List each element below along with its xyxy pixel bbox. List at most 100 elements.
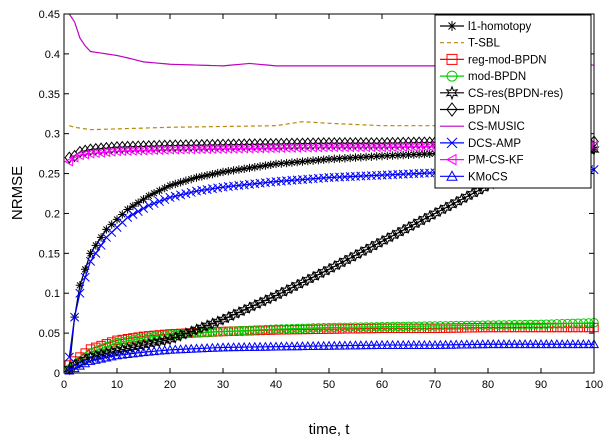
data-point [493,320,504,330]
data-point [244,325,255,336]
data-point [138,145,148,156]
data-point [180,343,191,354]
data-point [107,220,116,229]
data-point [356,322,366,332]
data-point [483,322,493,333]
data-point [383,151,392,160]
data-point [276,324,286,334]
data-point [118,210,127,219]
data-point [450,195,462,209]
legend-label: BPDN [468,105,500,117]
data-point [447,21,457,31]
data-point [302,142,312,153]
data-point [397,141,408,152]
data-point [95,147,105,158]
data-point [181,189,191,199]
data-point [435,339,446,349]
data-point [249,298,261,312]
data-point [223,326,234,336]
data-point [149,198,159,209]
data-point [312,268,324,282]
data-point [228,342,239,352]
y-axis-label: NRMSE [9,166,26,220]
data-point [429,339,441,349]
data-point [180,327,192,340]
data-point [541,339,552,349]
x-tick-label: 10 [111,379,123,391]
data-point [74,355,86,369]
legend-entry: CS-MUSIC [440,121,525,133]
data-point [472,339,483,349]
data-point [81,265,90,274]
data-point [403,339,414,349]
data-point [429,206,441,220]
data-point [397,223,409,237]
data-point [144,191,153,201]
data-point [307,270,319,284]
data-point [291,278,303,292]
data-point [144,200,154,211]
data-point [366,322,377,332]
data-point [218,326,228,337]
data-point [515,319,525,330]
x-axis-label: time, t [309,421,351,437]
data-point [122,341,134,355]
data-point [106,146,116,157]
data-point [435,321,445,331]
data-point [466,187,478,201]
data-point [297,142,307,153]
x-tick-label: 90 [535,379,547,391]
data-point [266,324,276,335]
data-point [366,142,376,153]
data-point [222,310,234,324]
data-point [297,323,308,334]
data-point [137,338,150,352]
data-point [192,173,201,182]
data-point [171,179,180,189]
data-point [250,162,259,172]
data-point [64,156,74,167]
legend-label: mod-BPDN [468,71,526,83]
y-tick-label: 0.15 [39,248,60,260]
data-point [361,152,371,162]
data-point [414,323,424,334]
data-point [377,322,387,332]
data-point [302,340,313,351]
data-point [456,323,467,333]
data-point [329,322,339,333]
data-point [371,142,381,153]
legend-entry: T-SBL [440,38,501,50]
data-point [446,170,458,181]
data-point [84,350,97,364]
y-tick-label: 0.35 [39,89,60,101]
x-tick-label: 20 [164,379,176,391]
data-point [217,342,229,352]
data-point [170,344,181,354]
data-point [79,353,91,367]
data-point [367,152,376,161]
data-point [154,331,165,341]
data-point [413,215,425,229]
data-point [402,220,415,234]
data-point [164,144,174,155]
data-point [154,144,164,155]
data-point [296,276,309,289]
data-point [233,305,245,319]
data-point [530,339,541,349]
data-point [482,339,494,349]
data-point [149,189,159,198]
data-point [308,323,318,333]
data-point [170,191,180,201]
data-point [175,329,187,342]
data-point [376,339,388,349]
data-point [313,142,323,153]
data-point [101,342,112,352]
data-point [467,339,478,349]
data-point [238,303,250,317]
x-tick-label: 40 [270,379,282,391]
data-point [234,165,244,174]
data-point [324,322,334,333]
data-point [133,206,143,217]
data-point [249,143,259,154]
legend-entry: DCS-AMP [440,137,521,150]
